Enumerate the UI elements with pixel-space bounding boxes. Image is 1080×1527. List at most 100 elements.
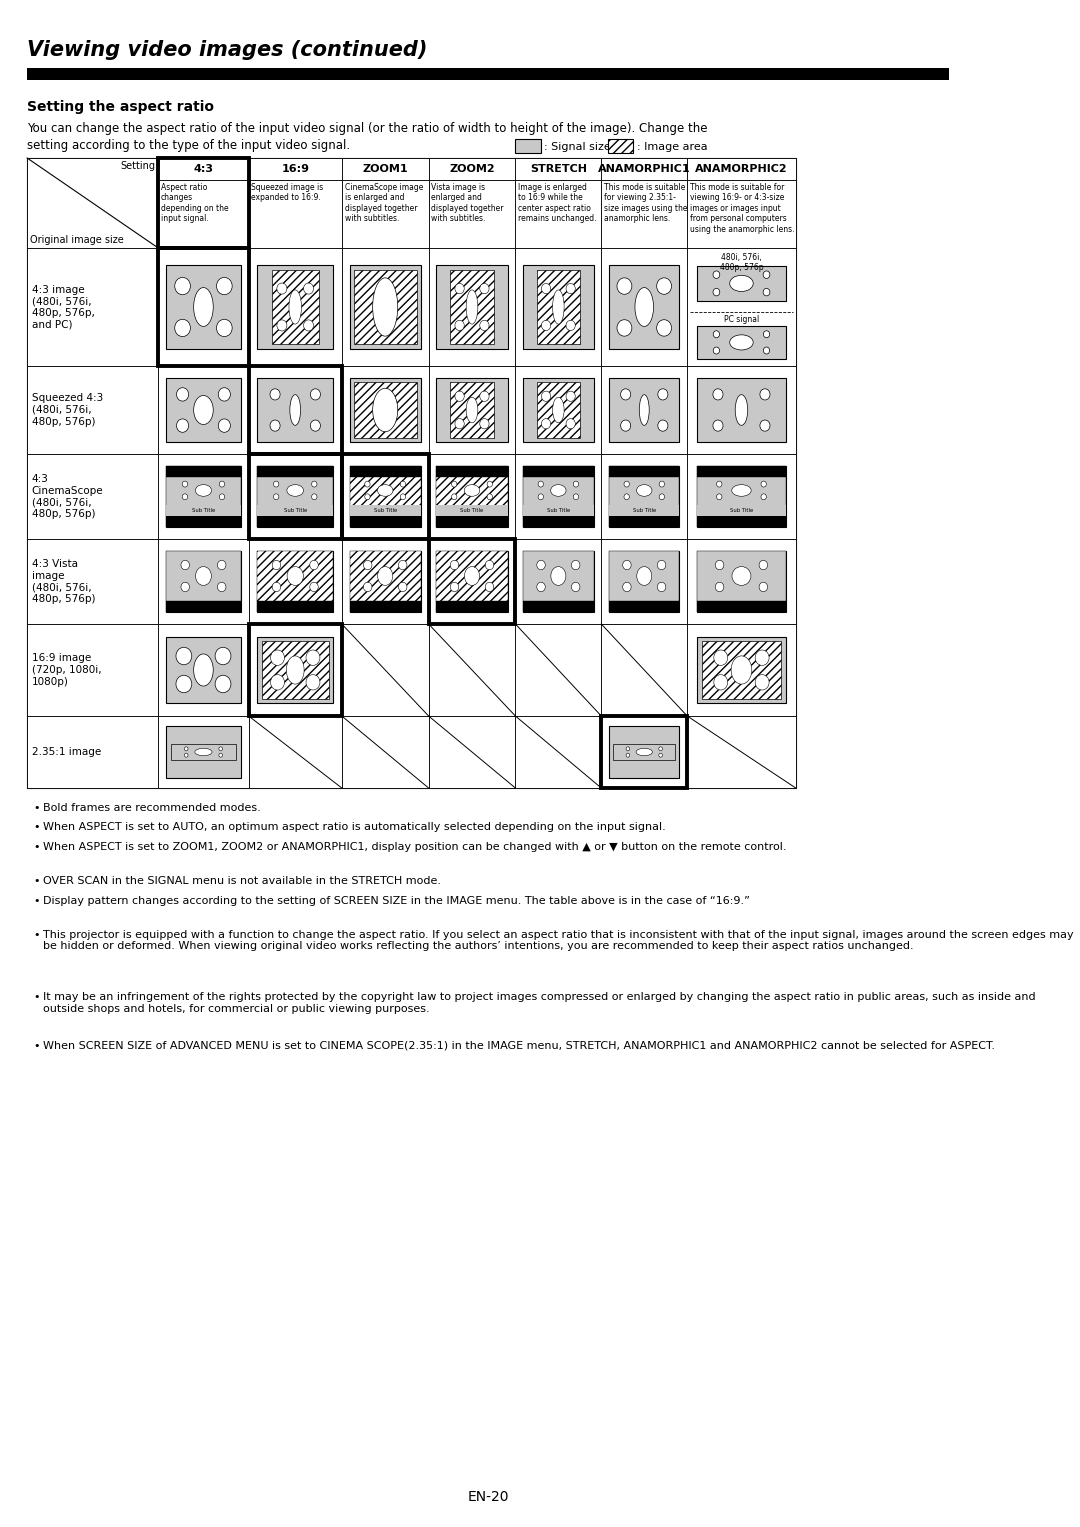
Circle shape [306, 675, 320, 690]
Ellipse shape [193, 654, 213, 686]
Circle shape [306, 651, 320, 666]
Circle shape [485, 560, 494, 570]
Bar [697, 379, 786, 441]
Bar [613, 744, 675, 760]
Ellipse shape [731, 657, 752, 684]
Text: ZOOM2: ZOOM2 [449, 163, 495, 174]
Text: Viewing video images (continued): Viewing video images (continued) [27, 40, 428, 60]
Bar [248, 157, 341, 180]
Bar [27, 247, 159, 366]
Bar [523, 466, 594, 527]
Bar [602, 539, 687, 625]
Circle shape [714, 651, 728, 666]
Bar [697, 266, 786, 301]
Circle shape [219, 753, 222, 757]
Text: Sub Title: Sub Title [284, 508, 307, 513]
Text: This projector is equipped with a function to change the aspect ratio. If you se: This projector is equipped with a functi… [43, 930, 1074, 951]
Bar [436, 466, 508, 476]
Bar [687, 454, 796, 539]
Circle shape [219, 481, 225, 487]
Circle shape [310, 389, 321, 400]
Bar [687, 180, 796, 247]
Bar [248, 247, 341, 366]
Bar [429, 366, 515, 454]
Ellipse shape [735, 394, 747, 426]
Text: Sub Title: Sub Title [460, 508, 484, 513]
Circle shape [541, 321, 551, 330]
Circle shape [659, 747, 662, 751]
Circle shape [659, 481, 664, 487]
Circle shape [617, 278, 632, 295]
Bar [341, 625, 429, 716]
Circle shape [541, 418, 551, 429]
Circle shape [365, 481, 370, 487]
Circle shape [538, 493, 543, 499]
Bar [159, 247, 248, 366]
Bar [537, 382, 580, 438]
Ellipse shape [373, 388, 397, 432]
Circle shape [276, 319, 287, 331]
Bar [350, 476, 421, 516]
Circle shape [450, 582, 459, 591]
Bar [602, 454, 687, 539]
Bar [609, 466, 679, 527]
Bar [166, 505, 241, 516]
Bar [602, 180, 687, 247]
Bar [687, 716, 796, 788]
Bar [341, 454, 429, 539]
Circle shape [312, 481, 316, 487]
Bar [341, 180, 429, 247]
Bar [523, 551, 594, 612]
Circle shape [185, 753, 188, 757]
Text: : Signal size: : Signal size [544, 142, 611, 153]
Bar [248, 625, 341, 716]
Bar [537, 270, 580, 345]
Text: setting according to the type of the input video signal.: setting according to the type of the inp… [27, 139, 350, 153]
Bar [248, 366, 341, 454]
Circle shape [573, 493, 579, 499]
Bar [697, 325, 786, 359]
Circle shape [455, 391, 464, 402]
Bar [159, 625, 248, 716]
Circle shape [566, 418, 576, 429]
Ellipse shape [378, 567, 393, 585]
Circle shape [657, 319, 672, 336]
Text: Sub Title: Sub Title [374, 508, 396, 513]
Ellipse shape [636, 484, 652, 496]
Circle shape [764, 331, 770, 337]
Circle shape [624, 493, 630, 499]
Text: ANAMORPHIC1: ANAMORPHIC1 [598, 163, 690, 174]
Text: •: • [32, 993, 39, 1003]
Circle shape [455, 284, 464, 293]
Text: 4:3
CinemaScope
(480i, 576i,
480p, 576p): 4:3 CinemaScope (480i, 576i, 480p, 576p) [31, 473, 104, 519]
Circle shape [617, 319, 632, 336]
Bar [515, 716, 602, 788]
Bar [350, 602, 421, 612]
Bar [341, 539, 429, 625]
Text: : Image area: : Image area [636, 142, 707, 153]
Ellipse shape [730, 334, 753, 350]
Bar [350, 466, 421, 527]
Text: Display pattern changes according to the setting of SCREEN SIZE in the IMAGE men: Display pattern changes according to the… [43, 895, 751, 906]
Bar [697, 466, 786, 527]
Ellipse shape [195, 567, 212, 585]
Bar [515, 180, 602, 247]
Ellipse shape [464, 484, 480, 496]
Circle shape [217, 560, 226, 570]
Bar [515, 247, 602, 366]
Circle shape [623, 560, 631, 570]
Bar [697, 505, 786, 516]
Bar [602, 247, 687, 366]
Circle shape [658, 560, 666, 570]
Bar [350, 551, 421, 602]
Text: 4:3 Vista
image
(480i, 576i,
480p, 576p): 4:3 Vista image (480i, 576i, 480p, 576p) [31, 559, 95, 603]
Circle shape [185, 747, 188, 751]
Circle shape [218, 388, 230, 402]
Text: 4:3 image
(480i, 576i,
480p, 576p,
and PC): 4:3 image (480i, 576i, 480p, 576p, and P… [31, 284, 95, 330]
Circle shape [487, 481, 492, 487]
Bar [429, 247, 515, 366]
Ellipse shape [289, 394, 300, 426]
Bar [27, 366, 159, 454]
Bar [436, 379, 508, 441]
Circle shape [538, 481, 543, 487]
